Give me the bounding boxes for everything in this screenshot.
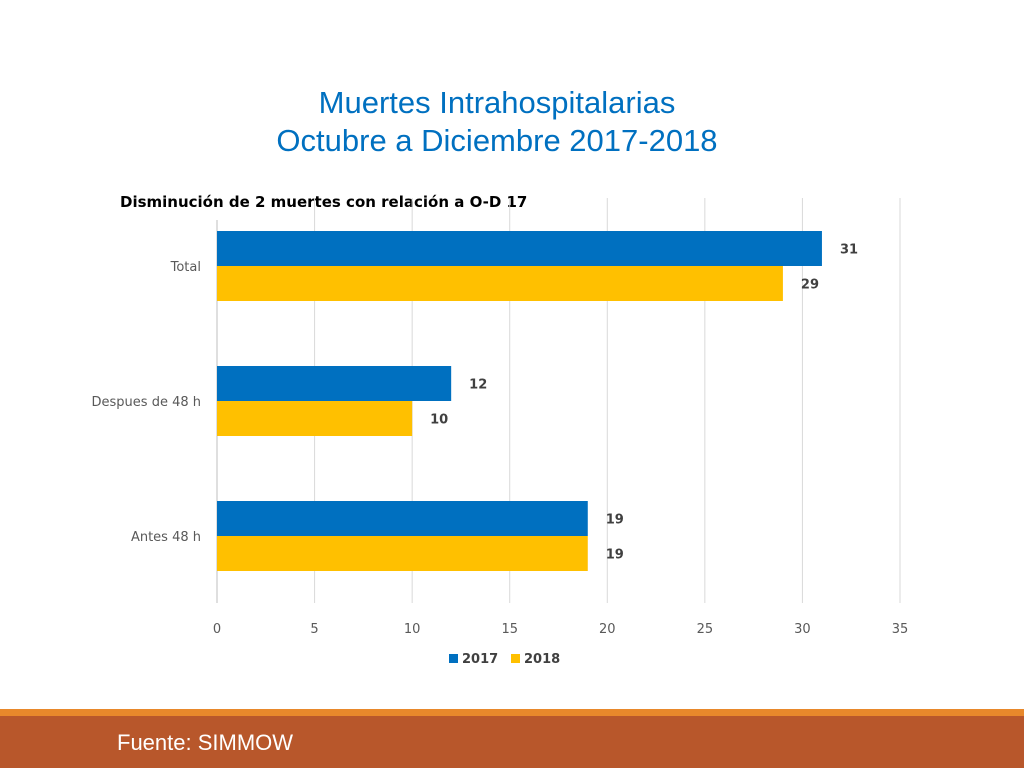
bars bbox=[217, 231, 822, 571]
x-tick-label: 30 bbox=[794, 622, 811, 637]
category-label: Antes 48 h bbox=[131, 530, 201, 545]
x-tick-labels: 0 5 10 15 20 25 30 35 bbox=[213, 622, 908, 637]
x-tick-label: 20 bbox=[599, 622, 616, 637]
footer-accent-strip bbox=[0, 709, 1024, 716]
slide-title-line-2: Octubre a Diciembre 2017-2018 bbox=[276, 123, 718, 158]
x-tick-label: 10 bbox=[404, 622, 421, 637]
category-label: Total bbox=[170, 260, 201, 275]
data-label: 19 bbox=[606, 513, 624, 528]
data-label: 10 bbox=[430, 413, 448, 428]
slide-title-line-1: Muertes Intrahospitalarias bbox=[318, 85, 676, 120]
footer-source-text: Fuente: SIMMOW bbox=[117, 730, 294, 755]
legend-label: 2018 bbox=[524, 652, 560, 667]
x-tick-label: 35 bbox=[892, 622, 909, 637]
legend-label: 2017 bbox=[462, 652, 498, 667]
bar bbox=[217, 536, 588, 571]
category-labels: Total Despues de 48 h Antes 48 h bbox=[92, 260, 201, 545]
bar bbox=[217, 231, 822, 266]
data-label: 29 bbox=[801, 278, 819, 293]
data-labels: 31 29 12 10 19 19 bbox=[430, 243, 858, 563]
x-tick-label: 5 bbox=[310, 622, 318, 637]
bar bbox=[217, 266, 783, 301]
chart-title: Disminución de 2 muertes con relación a … bbox=[120, 193, 527, 211]
data-label: 31 bbox=[840, 243, 858, 258]
legend: 2017 2018 bbox=[449, 652, 560, 667]
bar-chart: Disminución de 2 muertes con relación a … bbox=[92, 193, 909, 667]
data-label: 12 bbox=[469, 378, 487, 393]
bar bbox=[217, 366, 452, 401]
data-label: 19 bbox=[606, 548, 624, 563]
bar bbox=[217, 401, 413, 436]
category-label: Despues de 48 h bbox=[92, 395, 201, 410]
footer-bar: Fuente: SIMMOW bbox=[0, 716, 1024, 768]
x-tick-label: 0 bbox=[213, 622, 221, 637]
bar bbox=[217, 501, 588, 536]
legend-swatch bbox=[511, 654, 520, 663]
x-tick-label: 15 bbox=[501, 622, 518, 637]
x-tick-label: 25 bbox=[697, 622, 714, 637]
slide-title: Muertes Intrahospitalarias Octubre a Dic… bbox=[0, 84, 994, 160]
legend-swatch bbox=[449, 654, 458, 663]
